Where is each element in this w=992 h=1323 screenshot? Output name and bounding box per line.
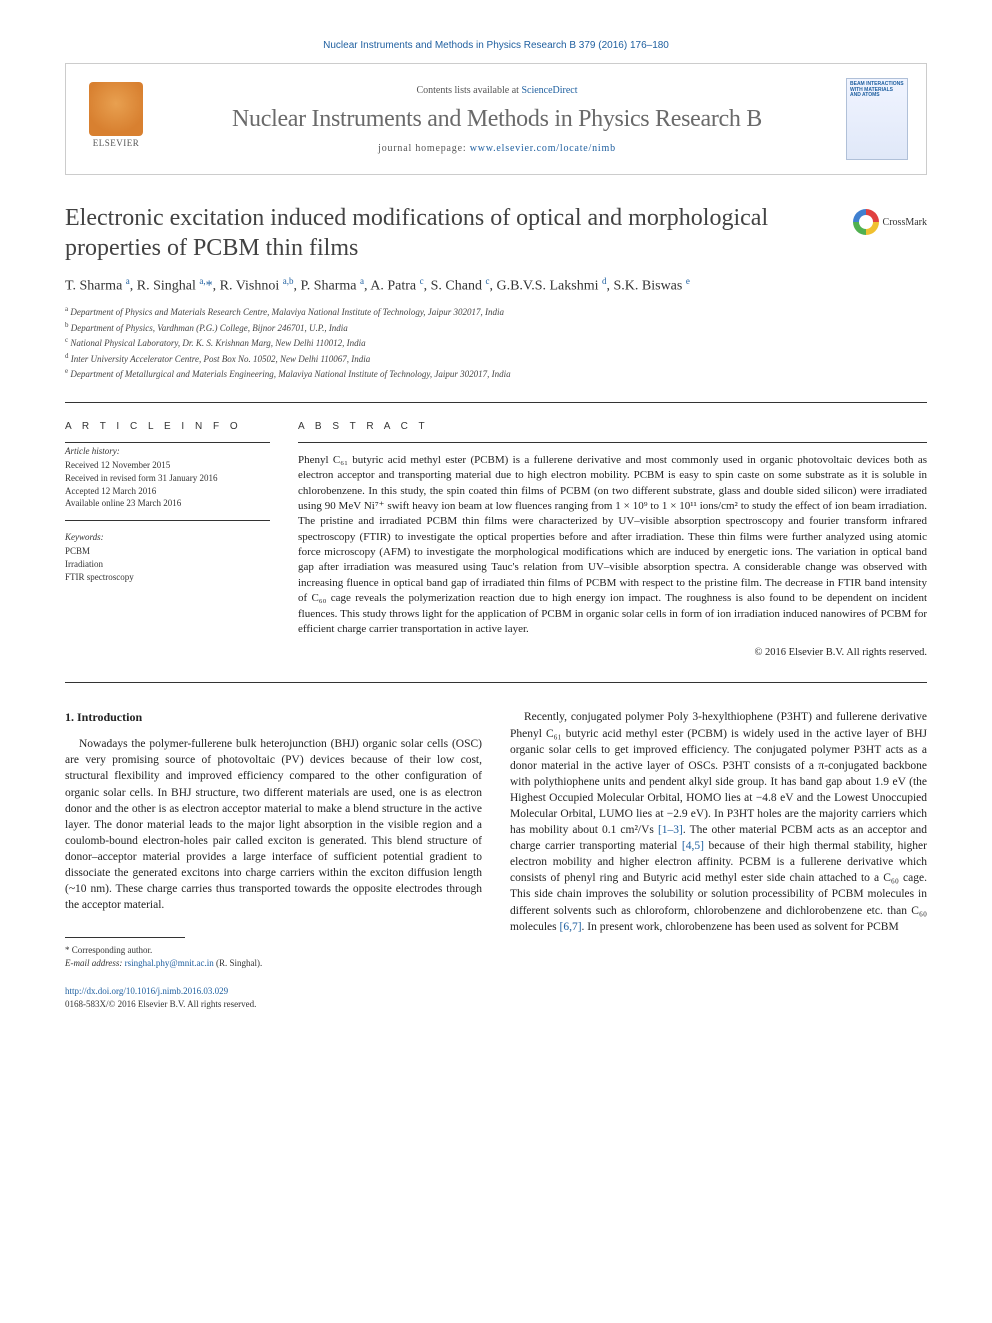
contents-available-line: Contents lists available at ScienceDirec… [164, 85, 830, 96]
affiliations-block: a Department of Physics and Materials Re… [65, 304, 927, 382]
section-heading-introduction: 1. Introduction [65, 709, 482, 726]
elsevier-tree-icon [89, 82, 143, 136]
doi-link[interactable]: http://dx.doi.org/10.1016/j.nimb.2016.03… [65, 986, 228, 996]
keyword: FTIR spectroscopy [65, 571, 270, 584]
contents-prefix: Contents lists available at [416, 85, 521, 96]
history-label: Article history: [65, 445, 270, 458]
abstract-heading: A B S T R A C T [298, 421, 927, 432]
journal-cover-thumbnail[interactable]: BEAM INTERACTIONS WITH MATERIALS AND ATO… [846, 78, 908, 160]
email-label: E-mail address: [65, 958, 125, 968]
elsevier-text: ELSEVIER [93, 138, 140, 148]
elsevier-logo[interactable]: ELSEVIER [84, 82, 148, 156]
abstract-text: Phenyl C₆₁ butyric acid methyl ester (PC… [298, 453, 927, 638]
affiliation-line: b Department of Physics, Vardhman (P.G.)… [65, 320, 927, 336]
title-row: Electronic excitation induced modificati… [65, 203, 927, 263]
abstract-divider [298, 442, 927, 443]
keyword: PCBM [65, 545, 270, 558]
journal-homepage-line: journal homepage: www.elsevier.com/locat… [164, 143, 830, 154]
meta-abstract-row: A R T I C L E I N F O Article history: R… [65, 421, 927, 659]
banner-center: Contents lists available at ScienceDirec… [164, 85, 830, 154]
keywords-label: Keywords: [65, 531, 270, 544]
meta-divider-1 [65, 442, 270, 443]
doi-block: http://dx.doi.org/10.1016/j.nimb.2016.03… [65, 985, 482, 1010]
sciencedirect-link[interactable]: ScienceDirect [521, 85, 577, 96]
abstract-column: A B S T R A C T Phenyl C₆₁ butyric acid … [298, 421, 927, 659]
email-suffix: (R. Singhal). [214, 958, 263, 968]
corresponding-author-footnote: * Corresponding author. E-mail address: … [65, 944, 482, 969]
article-info-column: A R T I C L E I N F O Article history: R… [65, 421, 270, 659]
crossmark-badge[interactable]: CrossMark [853, 209, 927, 235]
affiliation-line: d Inter University Accelerator Centre, P… [65, 351, 927, 367]
intro-paragraph-2: Recently, conjugated polymer Poly 3-hexy… [510, 709, 927, 934]
header-citation: Nuclear Instruments and Methods in Physi… [65, 40, 927, 51]
footnote-separator [65, 937, 185, 938]
crossmark-icon [853, 209, 879, 235]
affiliation-line: a Department of Physics and Materials Re… [65, 304, 927, 320]
history-line: Received 12 November 2015 [65, 459, 270, 472]
email-line: E-mail address: rsinghal.phy@mnit.ac.in … [65, 957, 482, 970]
article-history-block: Article history: Received 12 November 20… [65, 445, 270, 521]
keywords-block: Keywords: PCBM Irradiation FTIR spectros… [65, 531, 270, 593]
body-column-left: 1. Introduction Nowadays the polymer-ful… [65, 709, 482, 1010]
keyword: Irradiation [65, 558, 270, 571]
journal-name: Nuclear Instruments and Methods in Physi… [164, 106, 830, 133]
divider-bottom [65, 682, 927, 683]
authors-line: T. Sharma a, R. Singhal a,*, R. Vishnoi … [65, 275, 927, 296]
issn-copyright-line: 0168-583X/© 2016 Elsevier B.V. All right… [65, 998, 482, 1011]
corresponding-email-link[interactable]: rsinghal.phy@mnit.ac.in [125, 958, 214, 968]
homepage-prefix: journal homepage: [378, 143, 470, 154]
divider-top [65, 402, 927, 403]
corresponding-label: * Corresponding author. [65, 944, 482, 957]
body-column-right: Recently, conjugated polymer Poly 3-hexy… [510, 709, 927, 1010]
affiliation-line: e Department of Metallurgical and Materi… [65, 366, 927, 382]
body-columns: 1. Introduction Nowadays the polymer-ful… [65, 709, 927, 1010]
history-line: Available online 23 March 2016 [65, 497, 270, 510]
journal-homepage-link[interactable]: www.elsevier.com/locate/nimb [470, 143, 616, 154]
article-info-heading: A R T I C L E I N F O [65, 421, 270, 432]
affiliation-line: c National Physical Laboratory, Dr. K. S… [65, 335, 927, 351]
abstract-copyright: © 2016 Elsevier B.V. All rights reserved… [298, 647, 927, 658]
article-title: Electronic excitation induced modificati… [65, 203, 841, 263]
history-line: Accepted 12 March 2016 [65, 485, 270, 498]
intro-paragraph-1: Nowadays the polymer-fullerene bulk hete… [65, 736, 482, 913]
crossmark-label: CrossMark [883, 217, 927, 228]
journal-banner: ELSEVIER Contents lists available at Sci… [65, 63, 927, 175]
history-line: Received in revised form 31 January 2016 [65, 472, 270, 485]
